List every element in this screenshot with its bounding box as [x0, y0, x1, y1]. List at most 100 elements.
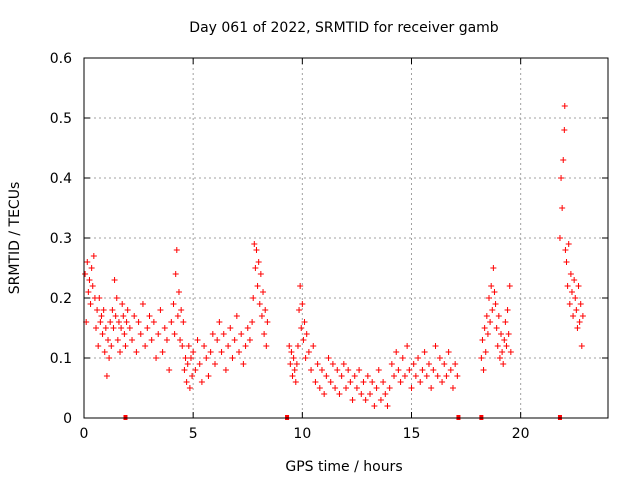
data-point	[170, 301, 177, 307]
grid-lines	[84, 58, 608, 418]
data-point	[562, 247, 569, 253]
data-point	[500, 361, 507, 367]
data-point	[110, 325, 117, 331]
plot-frame	[83, 57, 609, 419]
data-point	[82, 271, 89, 277]
data-point	[150, 319, 157, 325]
data-point	[288, 349, 295, 355]
data-point	[502, 319, 509, 325]
data-point	[244, 325, 251, 331]
data-point	[258, 313, 265, 319]
data-point	[428, 385, 435, 391]
data-point	[115, 319, 122, 325]
data-point	[103, 373, 110, 379]
data-point	[573, 307, 580, 313]
data-point	[173, 247, 180, 253]
data-point	[90, 253, 97, 259]
data-point	[100, 307, 107, 313]
data-point	[253, 247, 260, 253]
data-point	[577, 301, 584, 307]
data-point	[246, 337, 253, 343]
data-point	[250, 295, 257, 301]
data-point	[183, 379, 190, 385]
data-point	[375, 367, 382, 373]
x-tick-label: 0	[80, 426, 89, 442]
data-point	[108, 343, 115, 349]
data-point	[436, 355, 443, 361]
data-point	[155, 331, 162, 337]
data-point	[377, 397, 384, 403]
data-point	[318, 367, 325, 373]
data-point	[109, 307, 116, 313]
data-point	[327, 379, 334, 385]
data-point	[97, 319, 104, 325]
data-point	[371, 403, 378, 409]
data-point	[556, 235, 563, 241]
data-point	[186, 385, 193, 391]
data-point	[487, 319, 494, 325]
data-point	[504, 307, 511, 313]
data-point	[240, 361, 247, 367]
data-point	[196, 361, 203, 367]
data-point	[486, 295, 493, 301]
data-point	[119, 301, 126, 307]
data-point	[561, 103, 568, 109]
data-point	[393, 349, 400, 355]
data-point	[570, 313, 577, 319]
data-point	[263, 343, 270, 349]
data-point	[255, 259, 262, 265]
data-point	[480, 367, 487, 373]
data-point	[222, 367, 229, 373]
data-point	[417, 379, 424, 385]
data-point	[93, 325, 100, 331]
data-point	[172, 271, 179, 277]
data-point	[291, 367, 298, 373]
data-point	[338, 373, 345, 379]
x-tick-label: 5	[189, 426, 198, 442]
data-point	[484, 331, 491, 337]
data-point	[578, 343, 585, 349]
data-point	[425, 361, 432, 367]
data-point	[367, 391, 374, 397]
x-tick-label: 20	[512, 426, 530, 442]
data-point	[452, 361, 459, 367]
data-point	[198, 379, 205, 385]
data-point	[369, 379, 376, 385]
data-point	[174, 313, 181, 319]
data-point	[388, 361, 395, 367]
data-point	[220, 331, 227, 337]
data-point	[360, 379, 367, 385]
data-point	[189, 373, 196, 379]
data-point	[408, 385, 415, 391]
data-point	[347, 379, 354, 385]
data-point	[310, 343, 317, 349]
data-points	[82, 103, 586, 420]
data-point	[184, 361, 191, 367]
data-point	[345, 367, 352, 373]
data-point	[492, 301, 499, 307]
data-point	[412, 373, 419, 379]
data-point	[233, 313, 240, 319]
axis-ticks: 0 5 10 15 20 0 0.1 0.2 0.3 0.4 0.5 0.6	[50, 51, 608, 442]
chart-title: Day 061 of 2022, SRMTID for receiver gam…	[189, 20, 499, 36]
data-point	[182, 355, 189, 361]
data-point	[419, 367, 426, 373]
data-point	[260, 289, 267, 295]
data-point	[126, 325, 133, 331]
data-point	[343, 385, 349, 391]
data-point	[499, 349, 506, 355]
data-point	[574, 325, 581, 331]
data-point	[106, 355, 113, 361]
data-point	[192, 367, 199, 373]
data-point	[168, 319, 175, 325]
data-point	[373, 385, 380, 391]
data-point	[334, 367, 341, 373]
data-point	[113, 295, 120, 301]
data-point	[111, 277, 118, 283]
data-point	[225, 343, 232, 349]
data-point	[178, 307, 185, 313]
data-point	[177, 337, 184, 343]
data-point	[494, 343, 501, 349]
data-point	[203, 355, 210, 361]
data-point	[236, 349, 243, 355]
